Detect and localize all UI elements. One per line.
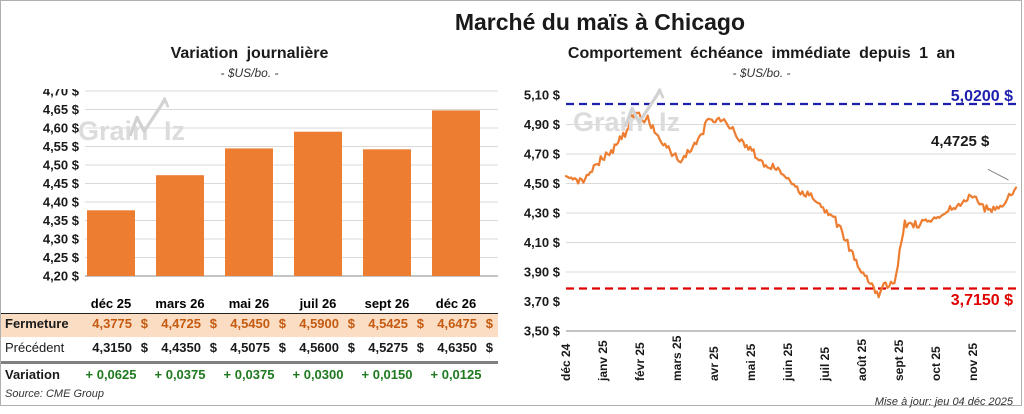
svg-text:3,50 $: 3,50 $: [524, 324, 561, 339]
svg-text:4,45 $: 4,45 $: [43, 176, 80, 191]
svg-text:juin 25: juin 25: [781, 343, 795, 382]
svg-text:3,70 $: 3,70 $: [524, 294, 561, 309]
svg-text:4,25 $: 4,25 $: [43, 250, 80, 265]
svg-text:4,50 $: 4,50 $: [43, 158, 80, 173]
svg-text:févr 25: févr 25: [633, 342, 647, 381]
svg-text:avr 25: avr 25: [707, 346, 721, 381]
svg-text:4,70 $: 4,70 $: [524, 147, 561, 162]
svg-text:4,50 $: 4,50 $: [524, 176, 561, 191]
svg-text:4,40 $: 4,40 $: [43, 195, 80, 210]
svg-text:déc 24: déc 24: [559, 343, 573, 381]
svg-text:mars 25: mars 25: [670, 335, 684, 381]
svg-text:4,35 $: 4,35 $: [43, 213, 80, 228]
svg-text:oct 25: oct 25: [929, 346, 943, 381]
svg-text:août 25: août 25: [855, 339, 869, 381]
svg-text:4,20 $: 4,20 $: [43, 269, 80, 284]
svg-text:juil 25: juil 25: [818, 347, 832, 382]
svg-text:sept 25: sept 25: [892, 339, 906, 381]
svg-text:Iz: Iz: [164, 116, 185, 145]
svg-text:Iz: Iz: [659, 107, 680, 136]
svg-text:nov 25: nov 25: [966, 343, 980, 381]
svg-text:janv 25: janv 25: [596, 340, 610, 382]
svg-text:3,90 $: 3,90 $: [524, 265, 561, 280]
svg-text:4,30 $: 4,30 $: [43, 232, 80, 247]
svg-text:mai 25: mai 25: [744, 343, 758, 381]
svg-text:4,30 $: 4,30 $: [524, 206, 561, 221]
svg-text:4,10 $: 4,10 $: [524, 235, 561, 250]
